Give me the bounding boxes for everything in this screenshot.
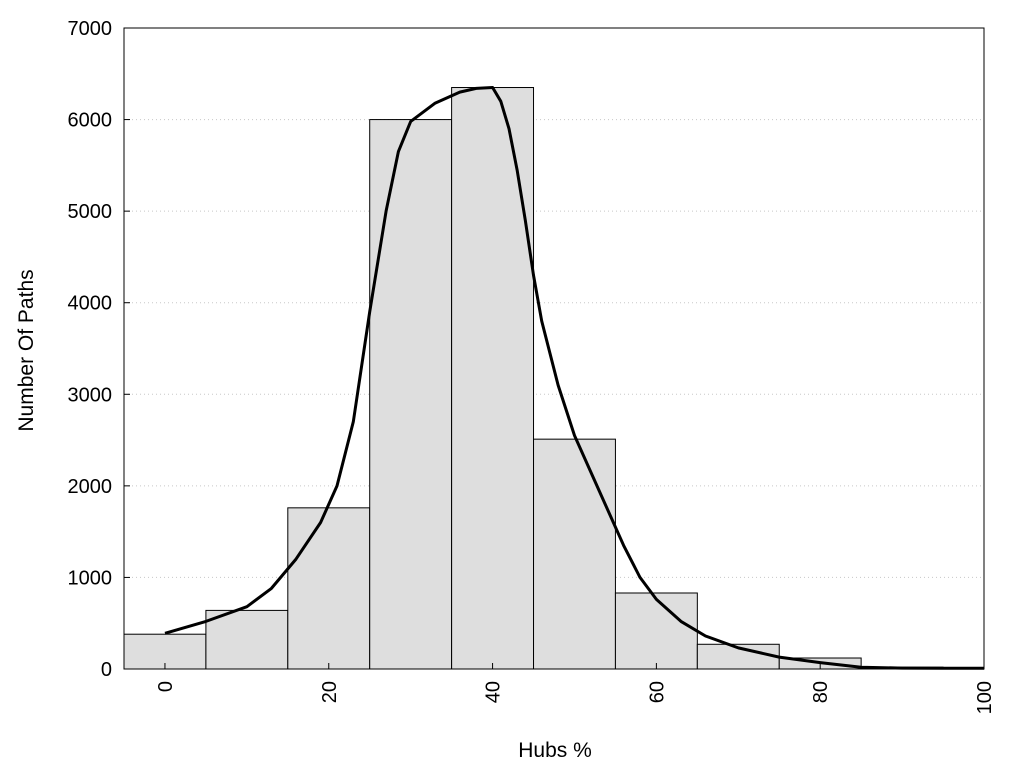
y-tick-label: 2000 xyxy=(68,476,113,498)
y-tick-label: 3000 xyxy=(68,384,113,406)
histogram-bar xyxy=(451,87,535,670)
y-tick-label: 0 xyxy=(101,659,112,681)
histogram-bar xyxy=(287,507,371,670)
x-tick-label: 80 xyxy=(810,681,832,703)
histogram-bar xyxy=(205,609,289,670)
x-tick-label: 40 xyxy=(483,681,505,703)
y-tick-label: 5000 xyxy=(68,201,113,223)
histogram-bar xyxy=(369,119,453,670)
histogram-bar xyxy=(696,643,780,670)
y-tick-label: 1000 xyxy=(68,567,113,589)
y-axis-label: Number Of Paths xyxy=(15,269,38,431)
x-tick-label: 0 xyxy=(155,681,177,692)
x-tick-label: 20 xyxy=(319,681,341,703)
density-curve-layer xyxy=(164,86,984,670)
histogram-bar xyxy=(533,438,616,670)
y-axis: 0 1000 2000 3000 4000 5000 6000 7000 xyxy=(68,18,130,681)
x-tick-label: 60 xyxy=(646,681,668,703)
y-tick-label: 4000 xyxy=(68,293,113,315)
x-axis: 0 20 40 60 80 100 xyxy=(155,663,996,714)
histogram-bar xyxy=(614,592,698,670)
x-tick-label: 100 xyxy=(974,681,996,714)
y-tick-label: 7000 xyxy=(68,18,113,40)
density-curve xyxy=(164,86,984,670)
bars xyxy=(123,87,944,670)
plot-area-frame xyxy=(123,27,985,670)
x-axis-label: Hubs % xyxy=(518,739,592,762)
y-tick-label: 6000 xyxy=(68,110,113,132)
grid-lines xyxy=(124,119,984,578)
